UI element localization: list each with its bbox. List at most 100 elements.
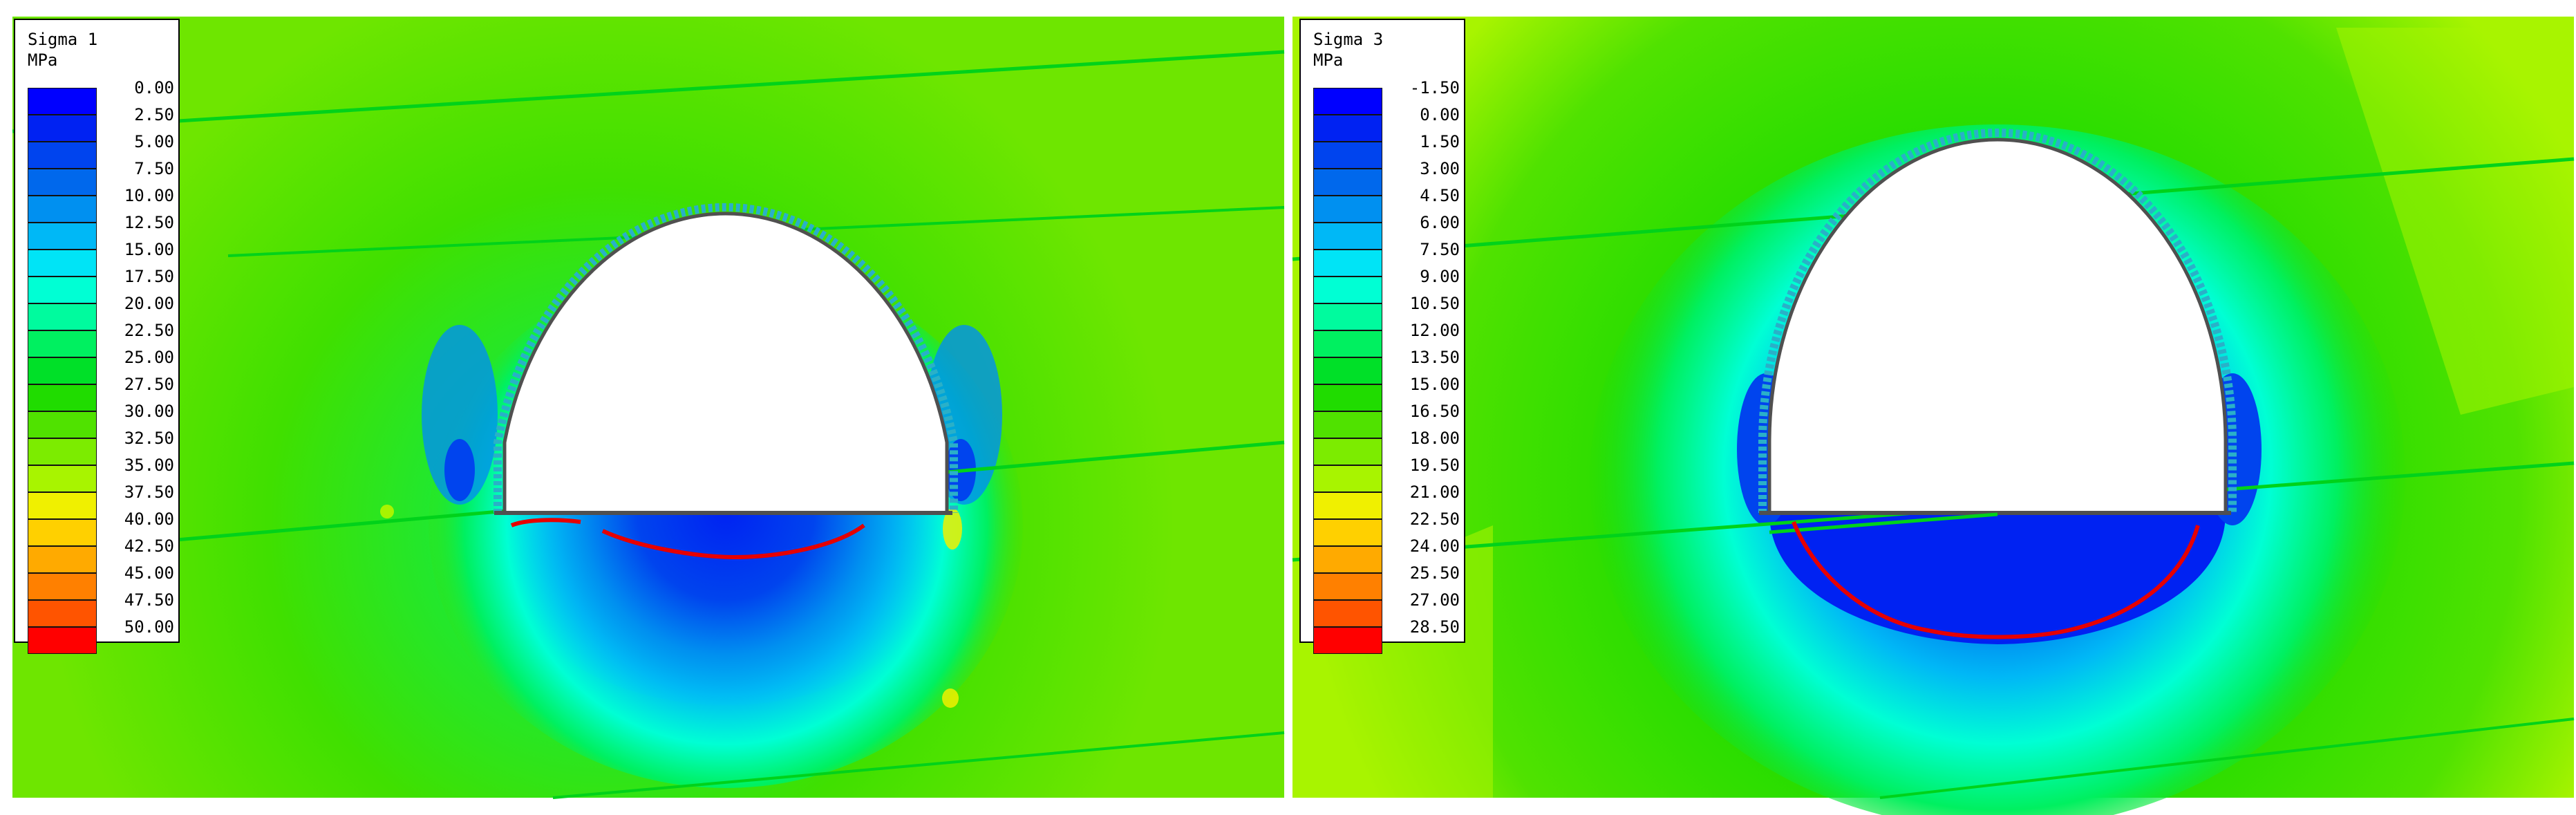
legend-unit: MPa	[1313, 50, 1344, 70]
legend-level: 16.50	[1409, 402, 1460, 421]
legend-swatch	[28, 546, 97, 573]
legend-swatch	[1313, 330, 1382, 357]
sigma3-liner	[1758, 129, 2237, 513]
legend-swatch	[1313, 600, 1382, 627]
sigma1-liner	[493, 203, 958, 513]
legend-level: 15.00	[1409, 375, 1460, 394]
legend-swatch	[1313, 627, 1382, 654]
legend-swatch	[1313, 115, 1382, 142]
legend-level: 20.00	[124, 294, 174, 313]
legend-swatch	[1313, 88, 1382, 115]
legend-swatch	[1313, 573, 1382, 600]
legend-level: 21.00	[1409, 483, 1460, 502]
sigma1-yield-boundary	[510, 518, 865, 560]
legend-level: 30.00	[124, 402, 174, 421]
legend-level: 5.00	[134, 132, 174, 151]
legend-swatch	[1313, 142, 1382, 169]
legend-swatch	[1313, 384, 1382, 411]
legend-swatch	[1313, 492, 1382, 519]
legend-unit: MPa	[28, 50, 58, 70]
legend-swatch	[28, 169, 97, 196]
legend-swatch	[28, 357, 97, 384]
legend-swatch	[28, 465, 97, 492]
legend-level: -1.50	[1409, 78, 1460, 97]
legend-level: 22.50	[124, 321, 174, 340]
legend-level: 35.00	[124, 456, 174, 475]
legend-level: 24.00	[1409, 536, 1460, 556]
legend-swatch	[1313, 196, 1382, 223]
legend-level: 1.50	[1420, 132, 1460, 151]
legend-level: 7.50	[134, 159, 174, 178]
sigma1-excavation	[502, 212, 949, 515]
legend-level: 25.50	[1409, 563, 1460, 583]
legend-level: 32.50	[124, 429, 174, 448]
legend-level: 0.00	[134, 78, 174, 97]
legend-swatch	[1313, 465, 1382, 492]
legend-swatch	[28, 627, 97, 654]
legend-swatch	[28, 573, 97, 600]
legend-swatch	[28, 277, 97, 303]
sigma3-floor-zone	[1769, 513, 2226, 644]
sigma3-contour-plot	[1286, 0, 2576, 815]
legend-level: 10.00	[124, 186, 174, 205]
legend-swatch	[28, 330, 97, 357]
legend-swatch	[28, 88, 97, 115]
legend-level: 4.50	[1420, 186, 1460, 205]
legend-level: 12.50	[124, 213, 174, 232]
legend-level: 6.00	[1420, 213, 1460, 232]
legend-swatch	[28, 303, 97, 330]
legend-swatch	[1313, 277, 1382, 303]
legend-swatch	[1313, 169, 1382, 196]
sigma3-contour-panel: Sigma 3 MPa -1.50 0.00 1.50 3.00 4.50 6.…	[1286, 0, 2576, 815]
legend-swatch	[28, 223, 97, 250]
legend-level: 3.00	[1420, 159, 1460, 178]
legend-swatch	[1313, 303, 1382, 330]
legend-swatch	[1313, 519, 1382, 546]
legend-level: 37.50	[124, 483, 174, 502]
legend-level: 12.00	[1409, 321, 1460, 340]
legend-title: Sigma 3	[1313, 30, 1384, 49]
legend-swatch	[28, 600, 97, 627]
legend-swatch	[28, 115, 97, 142]
legend-level: 9.00	[1420, 267, 1460, 286]
legend-swatch	[1313, 546, 1382, 573]
legend-level: 47.50	[124, 590, 174, 610]
legend-level: 2.50	[134, 105, 174, 124]
sigma1-contour-plot	[0, 0, 1286, 815]
legend-level: 13.50	[1409, 348, 1460, 367]
legend-level: 22.50	[1409, 509, 1460, 529]
sigma3-legend: Sigma 3 MPa -1.50 0.00 1.50 3.00 4.50 6.…	[1299, 19, 1465, 654]
legend-swatch	[1313, 357, 1382, 384]
sigma3-excavation	[1767, 138, 2228, 515]
sigma3-yield-boundary	[1792, 521, 2200, 639]
legend-swatch	[28, 250, 97, 277]
legend-swatch	[28, 438, 97, 465]
legend-level: 19.50	[1409, 456, 1460, 475]
legend-level: 25.00	[124, 348, 174, 367]
legend-level: 0.00	[1420, 105, 1460, 124]
legend-level: 42.50	[124, 536, 174, 556]
legend-title: Sigma 1	[28, 30, 98, 49]
legend-swatch	[1313, 223, 1382, 250]
legend-swatch	[1313, 438, 1382, 465]
sigma1-legend: Sigma 1 MPa 0.00 2.50 5.00 7.50 10.00 12…	[14, 19, 180, 654]
legend-level: 15.00	[124, 240, 174, 259]
legend-swatch	[1313, 411, 1382, 438]
legend-swatch	[28, 196, 97, 223]
legend-level: 27.00	[1409, 590, 1460, 610]
legend-level: 28.50	[1409, 617, 1460, 637]
legend-swatch	[28, 519, 97, 546]
legend-level: 17.50	[124, 267, 174, 286]
legend-swatch	[28, 384, 97, 411]
legend-level: 7.50	[1420, 240, 1460, 259]
legend-level: 10.50	[1409, 294, 1460, 313]
legend-swatch	[28, 492, 97, 519]
legend-level: 50.00	[124, 617, 174, 637]
sigma1-contour-panel: Sigma 1 MPa 0.00 2.50 5.00 7.50 10.00 12…	[0, 0, 1286, 815]
legend-swatch	[1313, 250, 1382, 277]
legend-swatch	[28, 411, 97, 438]
legend-level: 45.00	[124, 563, 174, 583]
legend-level: 40.00	[124, 509, 174, 529]
legend-level: 18.00	[1409, 429, 1460, 448]
legend-level: 27.50	[124, 375, 174, 394]
